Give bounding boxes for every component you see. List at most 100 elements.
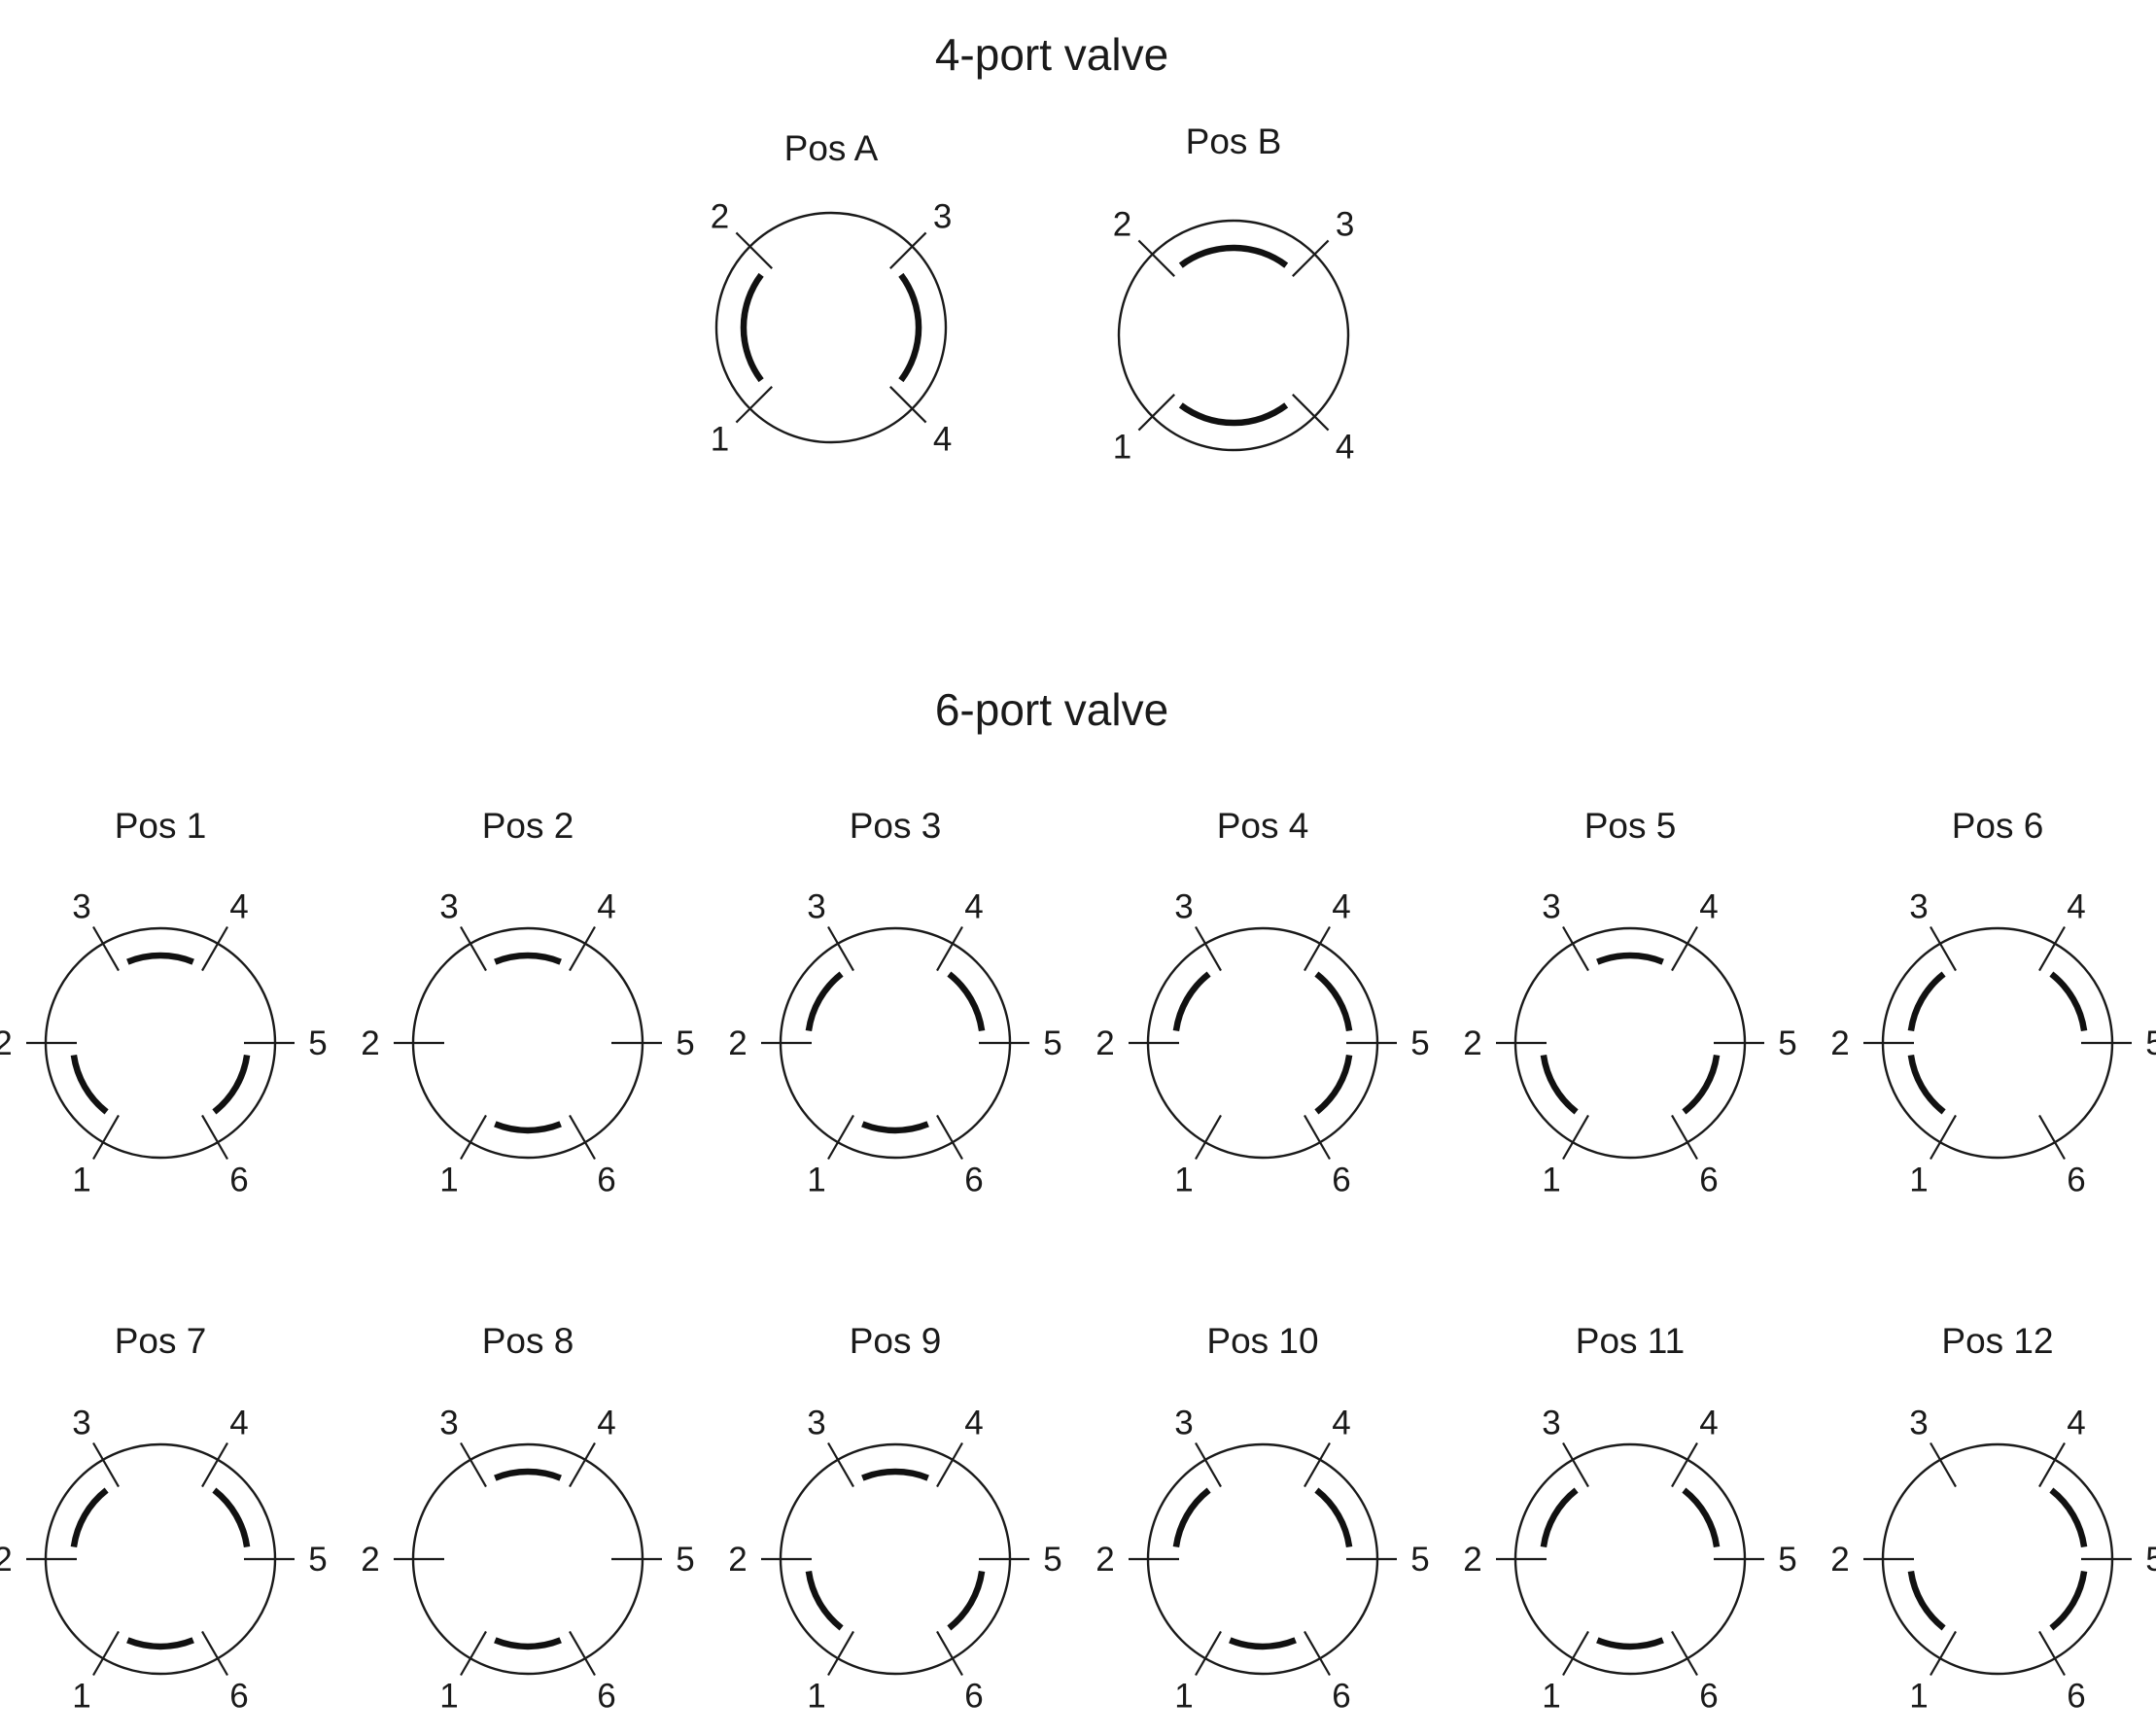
- six-port-8-port-3-tick: [460, 1441, 487, 1488]
- six-port-12-port-6-label: 6: [2067, 1677, 2085, 1715]
- six-port-2-label: Pos 2: [482, 806, 574, 846]
- six-port-12-port-5-label: 5: [2145, 1541, 2156, 1579]
- six-port-11-port-1-label: 1: [1542, 1677, 1560, 1715]
- six-port-5-channel-1-2: [1540, 1054, 1579, 1115]
- six-port-4-port-2-label: 2: [1095, 1024, 1114, 1062]
- six-port-11-port-3-tick: [1562, 1441, 1589, 1488]
- six-port-3-valve-body: [779, 926, 1012, 1160]
- six-port-8-port-1-tick: [460, 1630, 487, 1677]
- six-port-7-valve: Pos 7 1 2 3 4 5 6: [0, 1321, 328, 1715]
- six-port-6-port-4-label: 4: [2067, 888, 2085, 926]
- six-port-10-valve-body: [1146, 1442, 1379, 1676]
- six-port-7-port-4-tick: [201, 1441, 228, 1488]
- six-port-10-port-4-label: 4: [1332, 1405, 1350, 1442]
- six-port-11-port-5-label: 5: [1778, 1541, 1796, 1579]
- six-port-6-channel-1-2: [1907, 1054, 1946, 1115]
- six-port-8-port-5-label: 5: [676, 1541, 694, 1579]
- six-port-1-channel-1-2: [70, 1054, 109, 1115]
- six-port-9-port-1-tick: [827, 1630, 854, 1677]
- six-port-9-valve: Pos 9 1 2 3 4 5 6: [728, 1321, 1061, 1715]
- six-port-4-channel-2-3: [1172, 971, 1211, 1032]
- six-port-9-port-6-label: 6: [964, 1677, 983, 1715]
- six-port-1-channel-3-4: [126, 952, 194, 965]
- six-port-2-port-4-label: 4: [597, 888, 615, 926]
- six-port-7-port-4-label: 4: [229, 1405, 248, 1442]
- six-port-2-port-5-label: 5: [676, 1024, 694, 1062]
- six-port-11-port-4-label: 4: [1699, 1405, 1718, 1442]
- six-port-9-port-1-label: 1: [807, 1677, 825, 1715]
- six-port-1-valve: Pos 1 1 2 3 4 5 6: [0, 806, 328, 1198]
- four-port-2-port-2-tick: [1137, 239, 1175, 277]
- six-port-10-channel-1-6: [1229, 1637, 1297, 1650]
- four-port-1-port-1-tick: [735, 386, 773, 424]
- six-port-2-port-3-tick: [460, 925, 487, 972]
- six-port-11-channel-1-6: [1596, 1637, 1664, 1650]
- six-port-3-port-1-tick: [827, 1114, 854, 1161]
- six-port-6-valve-body: [1881, 926, 2114, 1160]
- six-port-3-channel-4-5: [947, 971, 986, 1032]
- six-port-9-port-4-tick: [936, 1441, 963, 1488]
- six-port-1-port-4-tick: [201, 925, 228, 972]
- four-port-2-port-3-label: 3: [1336, 205, 1354, 243]
- six-port-8-port-2-label: 2: [361, 1541, 379, 1579]
- six-port-9-channel-5-6: [947, 1570, 986, 1631]
- six-port-9-port-3-tick: [827, 1441, 854, 1488]
- six-port-title: 6-port valve: [935, 684, 1168, 735]
- four-port-2-port-4-label: 4: [1336, 429, 1354, 467]
- six-port-12-valve-body: [1881, 1442, 2114, 1676]
- six-port-10-valve: Pos 10 1 2 3 4 5 6: [1095, 1321, 1429, 1715]
- six-port-3-port-2-label: 2: [728, 1024, 747, 1062]
- six-port-12-port-6-tick: [2038, 1630, 2066, 1677]
- six-port-11-port-1-tick: [1562, 1630, 1589, 1677]
- four-port-1-port-3-label: 3: [933, 197, 952, 235]
- six-port-5-port-4-label: 4: [1699, 888, 1718, 926]
- six-port-1-label: Pos 1: [115, 806, 207, 846]
- six-port-1-port-2-label: 2: [0, 1024, 13, 1062]
- six-port-12-port-1-label: 1: [1909, 1677, 1928, 1715]
- six-port-6-port-6-tick: [2038, 1114, 2066, 1161]
- six-port-1-port-5-label: 5: [308, 1024, 327, 1062]
- six-port-9-port-6-tick: [936, 1630, 963, 1677]
- six-port-12-port-3-tick: [1930, 1441, 1957, 1488]
- six-port-7-channel-4-5: [212, 1487, 251, 1548]
- six-port-8-port-1-label: 1: [439, 1677, 458, 1715]
- six-port-10-port-4-tick: [1304, 1441, 1331, 1488]
- six-port-1-channel-5-6: [212, 1054, 251, 1115]
- six-port-12-channel-5-6: [2049, 1570, 2088, 1631]
- four-port-1-port-4-label: 4: [933, 421, 952, 459]
- six-port-2-port-6-label: 6: [597, 1161, 615, 1198]
- six-port-8-port-4-tick: [569, 1441, 596, 1488]
- six-port-5-port-3-label: 3: [1542, 888, 1560, 926]
- six-port-11-port-3-label: 3: [1542, 1405, 1560, 1442]
- six-port-8-port-6-tick: [569, 1630, 596, 1677]
- six-port-9-port-4-label: 4: [964, 1405, 983, 1442]
- four-port-1-port-2-tick: [735, 231, 773, 269]
- six-port-10-port-5-label: 5: [1410, 1541, 1429, 1579]
- six-port-11-valve: Pos 11 1 2 3 4 5 6: [1463, 1321, 1796, 1715]
- six-port-5-channel-3-4: [1596, 952, 1664, 965]
- six-port-9-port-5-label: 5: [1043, 1541, 1061, 1579]
- six-port-3-label: Pos 3: [850, 806, 942, 846]
- six-port-2-valve: Pos 2 1 2 3 4 5 6: [361, 806, 694, 1198]
- four-port-title: 4-port valve: [935, 29, 1168, 80]
- six-port-7-port-6-tick: [201, 1630, 228, 1677]
- six-port-5-port-1-label: 1: [1542, 1161, 1560, 1198]
- six-port-5-port-1-tick: [1562, 1114, 1589, 1161]
- six-port-4-port-1-label: 1: [1174, 1161, 1193, 1198]
- six-port-1-port-4-label: 4: [229, 888, 248, 926]
- six-port-5-port-6-label: 6: [1699, 1161, 1718, 1198]
- six-port-4-port-4-tick: [1304, 925, 1331, 972]
- six-port-10-channel-4-5: [1314, 1487, 1353, 1548]
- six-port-10-port-3-label: 3: [1174, 1405, 1193, 1442]
- six-port-9-port-2-label: 2: [728, 1541, 747, 1579]
- six-port-11-label: Pos 11: [1576, 1321, 1685, 1361]
- six-port-6-port-5-label: 5: [2145, 1024, 2156, 1062]
- six-port-10-port-1-label: 1: [1174, 1677, 1193, 1715]
- six-port-9-channel-1-2: [805, 1570, 844, 1631]
- six-port-4-port-3-tick: [1195, 925, 1222, 972]
- six-port-3-port-4-tick: [936, 925, 963, 972]
- six-port-11-valve-body: [1513, 1442, 1747, 1676]
- six-port-8-valve-body: [411, 1442, 644, 1676]
- four-port-1-port-1-label: 1: [711, 421, 729, 459]
